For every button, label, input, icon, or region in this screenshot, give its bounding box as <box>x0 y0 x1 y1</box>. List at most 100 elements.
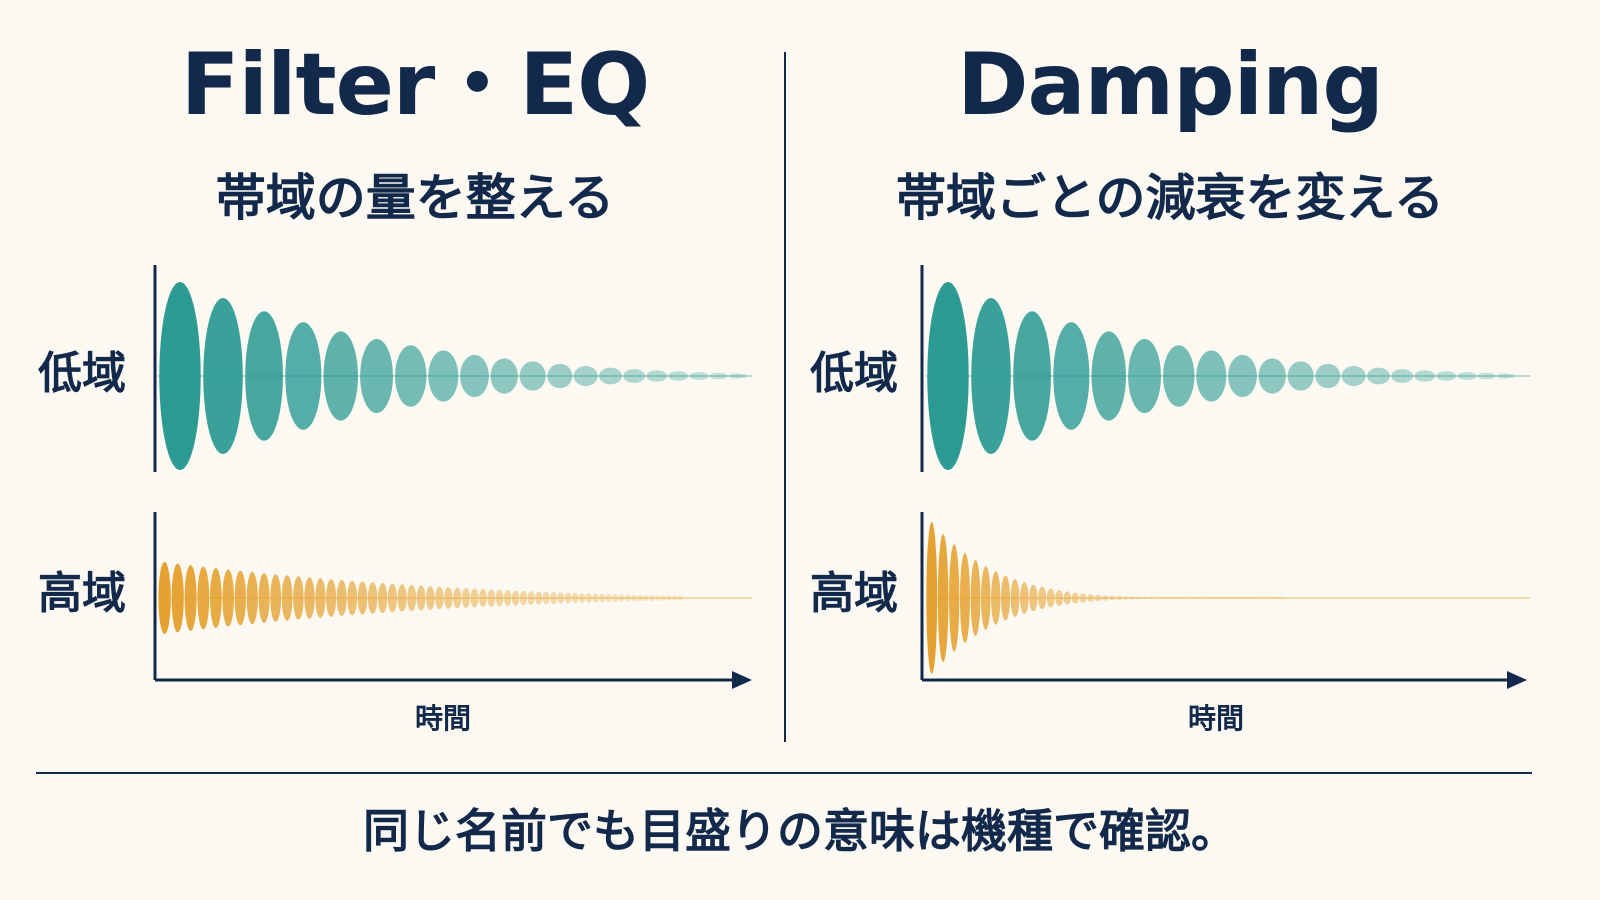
waveform-lobe <box>395 345 427 407</box>
waveform-lobe <box>347 580 358 616</box>
high-band-waveform <box>158 562 752 634</box>
waveform-lobe <box>1010 579 1020 617</box>
center-divider <box>784 52 786 742</box>
waveform-lobe <box>184 565 197 631</box>
waveform-lobe <box>487 589 496 607</box>
waveform-lobe <box>970 560 981 636</box>
waveform-lobe <box>1219 597 1223 599</box>
waveform-lobe <box>461 588 471 608</box>
high-band-label: 高域 <box>38 568 126 619</box>
waveform-lobe <box>1231 597 1235 599</box>
waveform-lobe <box>1201 597 1206 599</box>
waveform-lobe <box>660 595 667 601</box>
waveform-lobe <box>1122 596 1129 600</box>
waveform-lobe <box>1181 597 1187 599</box>
waveform-lobe <box>649 595 655 601</box>
waveform-lobe <box>197 566 210 630</box>
waveform-lobe <box>1341 365 1366 387</box>
waveform-lobe <box>728 373 746 379</box>
waveform-lobe <box>479 588 487 608</box>
waveform-lobe <box>428 350 459 402</box>
waveform-lobe <box>407 584 417 612</box>
waveform-lobe <box>444 587 453 609</box>
waveform-lobe <box>1129 596 1136 600</box>
waveform-lobe <box>654 595 661 601</box>
waveform-lobe <box>1013 311 1051 441</box>
waveform-lobe <box>210 568 222 628</box>
waveform-lobe <box>643 594 649 602</box>
waveform-lobe <box>1094 594 1102 602</box>
waveform-lobe <box>1391 369 1413 383</box>
waveform-lobe <box>367 582 378 614</box>
waveform-lobe <box>1038 586 1047 610</box>
waveform-lobe <box>1165 597 1171 599</box>
waveform-lobe <box>258 573 270 623</box>
waveform-lobe <box>377 582 388 614</box>
waveform-lobe <box>991 571 1001 625</box>
damping-subtitle: 帯域ごとの減衰を変える <box>896 169 1444 227</box>
damping-panel: Damping 帯域ごとの減衰を変える 低域 高域 時間 <box>790 0 1570 770</box>
waveform-lobe <box>1228 354 1257 398</box>
waveform-lobe <box>357 581 368 615</box>
filter-eq-subtitle: 帯域の量を整える <box>215 169 615 227</box>
waveform-lobe <box>535 591 543 605</box>
waveform-lobe <box>1238 597 1243 599</box>
low-band-label: 低域 <box>810 348 898 399</box>
waveform-lobe <box>397 584 407 612</box>
footer-note: 同じ名前でも目盛りの意味は機種で確認。 <box>363 804 1237 858</box>
waveform-lobe <box>618 594 625 602</box>
waveform-lobe <box>646 370 668 382</box>
waveform-lobe <box>495 589 504 607</box>
waveform-lobe <box>1186 597 1192 599</box>
waveform-lobe <box>599 367 622 385</box>
waveform-lobe <box>1079 593 1087 603</box>
waveform-lobe <box>1414 370 1436 382</box>
waveform-lobe <box>1071 592 1079 604</box>
waveform-lobe <box>1274 597 1278 599</box>
waveform-lobe <box>666 595 672 601</box>
waveform-lobe <box>1159 597 1166 599</box>
waveform-lobe <box>1141 597 1148 599</box>
waveform-lobe <box>171 563 184 633</box>
waveform-lobe <box>624 594 631 602</box>
waveform-lobe <box>304 577 315 619</box>
waveform-lobe <box>1253 597 1257 599</box>
waveform-lobe <box>1223 597 1228 599</box>
waveform-lobe <box>1271 597 1275 599</box>
waveform-lobe <box>203 297 243 455</box>
waveform-lobe <box>1227 597 1232 599</box>
waveform-lobe <box>1091 331 1126 421</box>
waveform-lobe <box>623 369 645 383</box>
waveform-lobe <box>1287 361 1314 391</box>
waveform-lobe <box>1020 582 1029 614</box>
waveform-lobe <box>709 372 728 380</box>
waveform-lobe <box>503 590 512 606</box>
waveform-lobe <box>959 552 970 644</box>
damping-plot <box>920 265 1530 689</box>
waveform-lobe <box>1214 597 1219 599</box>
waveform-lobe <box>1496 373 1514 379</box>
waveform-lobe <box>1128 338 1161 414</box>
waveform-lobe <box>1258 358 1286 394</box>
time-axis-arrowhead <box>732 671 752 689</box>
waveform-lobe <box>671 595 678 601</box>
waveform-lobe <box>1148 597 1154 599</box>
time-axis-label: 時間 <box>415 702 472 735</box>
waveform-lobe <box>689 372 709 380</box>
waveform-lobe <box>323 331 358 421</box>
waveform-lobe <box>511 590 520 606</box>
waveform-lobe <box>1282 597 1286 599</box>
waveform-lobe <box>1262 597 1266 599</box>
waveform-lobe <box>1135 596 1142 600</box>
waveform-lobe <box>1367 367 1390 385</box>
waveform-lobe <box>1256 597 1260 599</box>
waveform-lobe <box>599 593 606 603</box>
low-band-label: 低域 <box>38 348 126 399</box>
waveform-lobe <box>605 593 612 603</box>
waveform-lobe <box>416 585 426 611</box>
time-axis-arrowhead <box>1507 671 1527 689</box>
waveform-lobe <box>1170 597 1176 599</box>
waveform-lobe <box>527 591 535 605</box>
waveform-lobe <box>571 592 579 604</box>
waveform-lobe <box>1457 372 1477 380</box>
